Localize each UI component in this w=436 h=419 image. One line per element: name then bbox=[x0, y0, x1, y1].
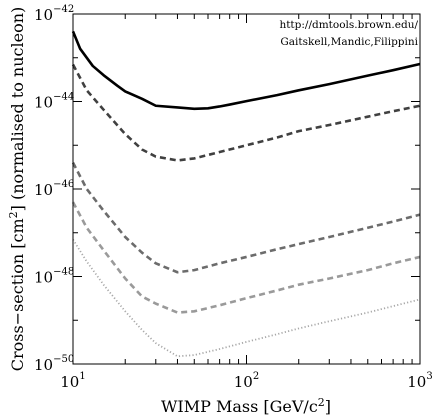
x-tick-label-exp: 1 bbox=[79, 371, 85, 382]
y-tick-label-base: 10 bbox=[34, 181, 53, 199]
x-tick-label-exp: 2 bbox=[253, 371, 259, 382]
x-tick-label-base: 10 bbox=[407, 373, 426, 391]
x-tick-label: 103 bbox=[407, 371, 432, 391]
series-layer bbox=[71, 30, 421, 358]
y-tick-label: 10−46 bbox=[34, 179, 74, 199]
series-line-2 bbox=[71, 63, 421, 162]
series-line-5 bbox=[72, 239, 421, 358]
ticks-layer bbox=[72, 13, 421, 365]
y-axis-label: Cross−section [cm2] (normalised to nucle… bbox=[7, 7, 27, 372]
y-tick-label-exp: −46 bbox=[53, 179, 74, 190]
x-tick-label: 101 bbox=[60, 371, 85, 391]
series-line-1 bbox=[71, 30, 421, 111]
y-tick-label-exp: −44 bbox=[53, 92, 74, 103]
x-tick-label-base: 10 bbox=[60, 373, 79, 391]
y-axis-label-text: Cross−section [cm bbox=[8, 218, 27, 371]
series-line-3 bbox=[71, 162, 421, 274]
x-tick-label-base: 10 bbox=[234, 373, 253, 391]
y-tick-label: 10−42 bbox=[34, 4, 74, 24]
x-axis-label-sup: 2 bbox=[318, 396, 325, 409]
x-tick-label-exp: 3 bbox=[426, 371, 432, 382]
x-axis-label-text: WIMP Mass [GeV/c bbox=[161, 397, 318, 416]
y-tick-label: 10−50 bbox=[34, 354, 74, 374]
y-tick-label-base: 10 bbox=[34, 6, 53, 24]
y-tick-label-base: 10 bbox=[34, 94, 53, 112]
y-tick-label: 10−44 bbox=[34, 92, 74, 112]
y-tick-label-base: 10 bbox=[34, 269, 53, 287]
y-tick-label-exp: −50 bbox=[53, 354, 74, 365]
y-tick-label-exp: −48 bbox=[53, 267, 74, 278]
y-axis-label-tail: ] (normalised to nucleon) bbox=[8, 7, 27, 212]
y-axis-label-sup: 2 bbox=[7, 211, 20, 218]
annotation-line-1: http://dmtools.brown.edu/ bbox=[279, 19, 418, 31]
x-axis-label: WIMP Mass [GeV/c2] bbox=[161, 396, 331, 416]
annotation-line-2: Gaitskell,Mandic,Filippini bbox=[280, 36, 418, 48]
y-tick-label-exp: −42 bbox=[53, 4, 74, 15]
x-axis-label-tail: ] bbox=[325, 397, 331, 416]
y-tick-label-base: 10 bbox=[34, 356, 53, 374]
x-tick-label: 102 bbox=[234, 371, 259, 391]
y-tick-label: 10−48 bbox=[34, 267, 74, 287]
series-line-4 bbox=[71, 201, 421, 314]
